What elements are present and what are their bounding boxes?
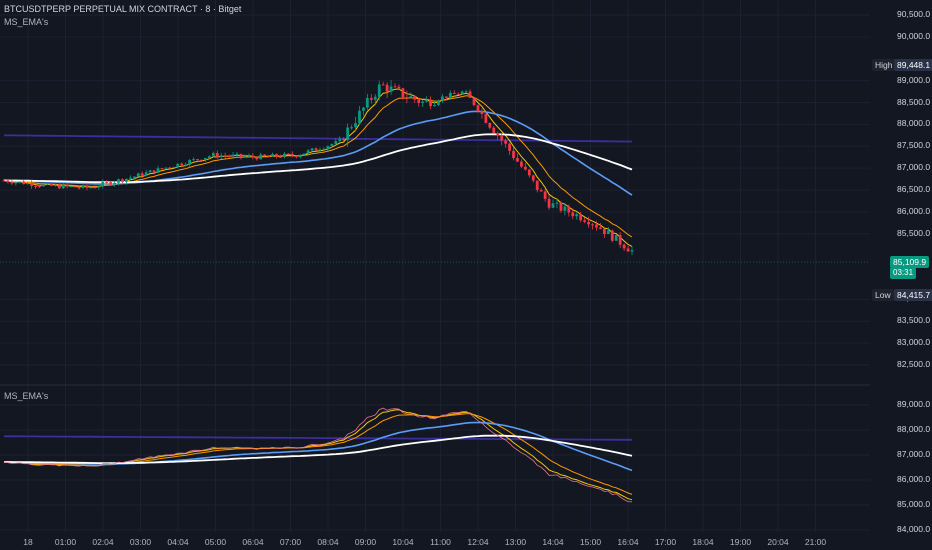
time-tick-8: 08:04 xyxy=(317,537,339,547)
price-tick-top-11: 83,500.0 xyxy=(897,315,931,326)
price-tick-top-0: 90,500.0 xyxy=(897,9,931,19)
price-tick-top-6: 87,000.0 xyxy=(897,162,931,173)
time-tick-20: 20:04 xyxy=(767,537,789,547)
candles xyxy=(2,80,634,256)
high-label: High xyxy=(872,59,896,71)
time-tick-2: 02:04 xyxy=(92,537,114,547)
price-tick-bottom-3: 86,000.0 xyxy=(897,474,931,484)
time-tick-0: 18 xyxy=(23,537,33,547)
price-tick-top-1: 90,000.0 xyxy=(897,30,931,41)
price-tick-top-9: 85,500.0 xyxy=(897,227,931,238)
price-tick-top-12: 83,000.0 xyxy=(897,337,931,348)
time-tick-14: 14:04 xyxy=(542,537,564,547)
last-price-badge: 85,109.9 xyxy=(890,256,930,268)
time-tick-1: 01:00 xyxy=(54,537,77,547)
price-tick-top-5: 87,500.0 xyxy=(897,140,931,151)
countdown-badge: 03:31 xyxy=(890,267,917,279)
low-value: 84,415.7 xyxy=(894,289,932,301)
time-tick-15: 15:00 xyxy=(579,537,602,547)
time-tick-6: 06:04 xyxy=(242,537,264,547)
price-tick-bottom-1: 88,000.0 xyxy=(897,424,931,434)
time-tick-12: 12:04 xyxy=(467,537,489,547)
time-tick-5: 05:00 xyxy=(204,537,227,547)
price-tick-bottom-2: 87,000.0 xyxy=(897,449,931,459)
indicator-label-bottom[interactable]: MS_EMA's xyxy=(4,391,49,401)
grid-lines xyxy=(0,0,870,532)
symbol-title[interactable]: BTCUSDTPERP PERPETUAL MIX CONTRACT · 8 ·… xyxy=(4,4,242,14)
time-tick-9: 09:00 xyxy=(354,537,377,547)
price-tick-top-8: 86,000.0 xyxy=(897,205,931,216)
price-tick-bottom-5: 84,000.0 xyxy=(897,524,931,534)
low-label: Low xyxy=(872,289,894,301)
time-tick-3: 03:00 xyxy=(129,537,152,547)
high-value: 89,448.1 xyxy=(894,59,932,71)
time-tick-19: 19:00 xyxy=(729,537,752,547)
price-tick-bottom-4: 85,000.0 xyxy=(897,499,931,509)
time-tick-11: 11:00 xyxy=(430,537,451,547)
time-tick-13: 13:00 xyxy=(504,537,527,547)
time-tick-4: 04:04 xyxy=(167,537,189,547)
price-tick-top-13: 82,500.0 xyxy=(897,359,931,369)
price-tick-bottom-0: 89,000.0 xyxy=(897,399,931,409)
time-tick-10: 10:04 xyxy=(392,537,414,547)
indicator-label-top[interactable]: MS_EMA's xyxy=(4,17,49,27)
price-tick-top-7: 86,500.0 xyxy=(897,184,931,194)
price-tick-top-3: 88,500.0 xyxy=(897,96,931,107)
time-tick-16: 16:04 xyxy=(617,537,639,547)
ema-lines-top xyxy=(3,88,633,247)
price-tick-top-4: 88,000.0 xyxy=(897,118,931,129)
time-tick-7: 07:00 xyxy=(279,537,302,547)
ema-lines-bottom xyxy=(3,407,633,503)
time-tick-21: 21:00 xyxy=(804,537,827,547)
time-tick-18: 18:04 xyxy=(692,537,714,547)
price-tick-top-2: 89,000.0 xyxy=(897,74,931,85)
time-tick-17: 17:00 xyxy=(654,537,677,547)
